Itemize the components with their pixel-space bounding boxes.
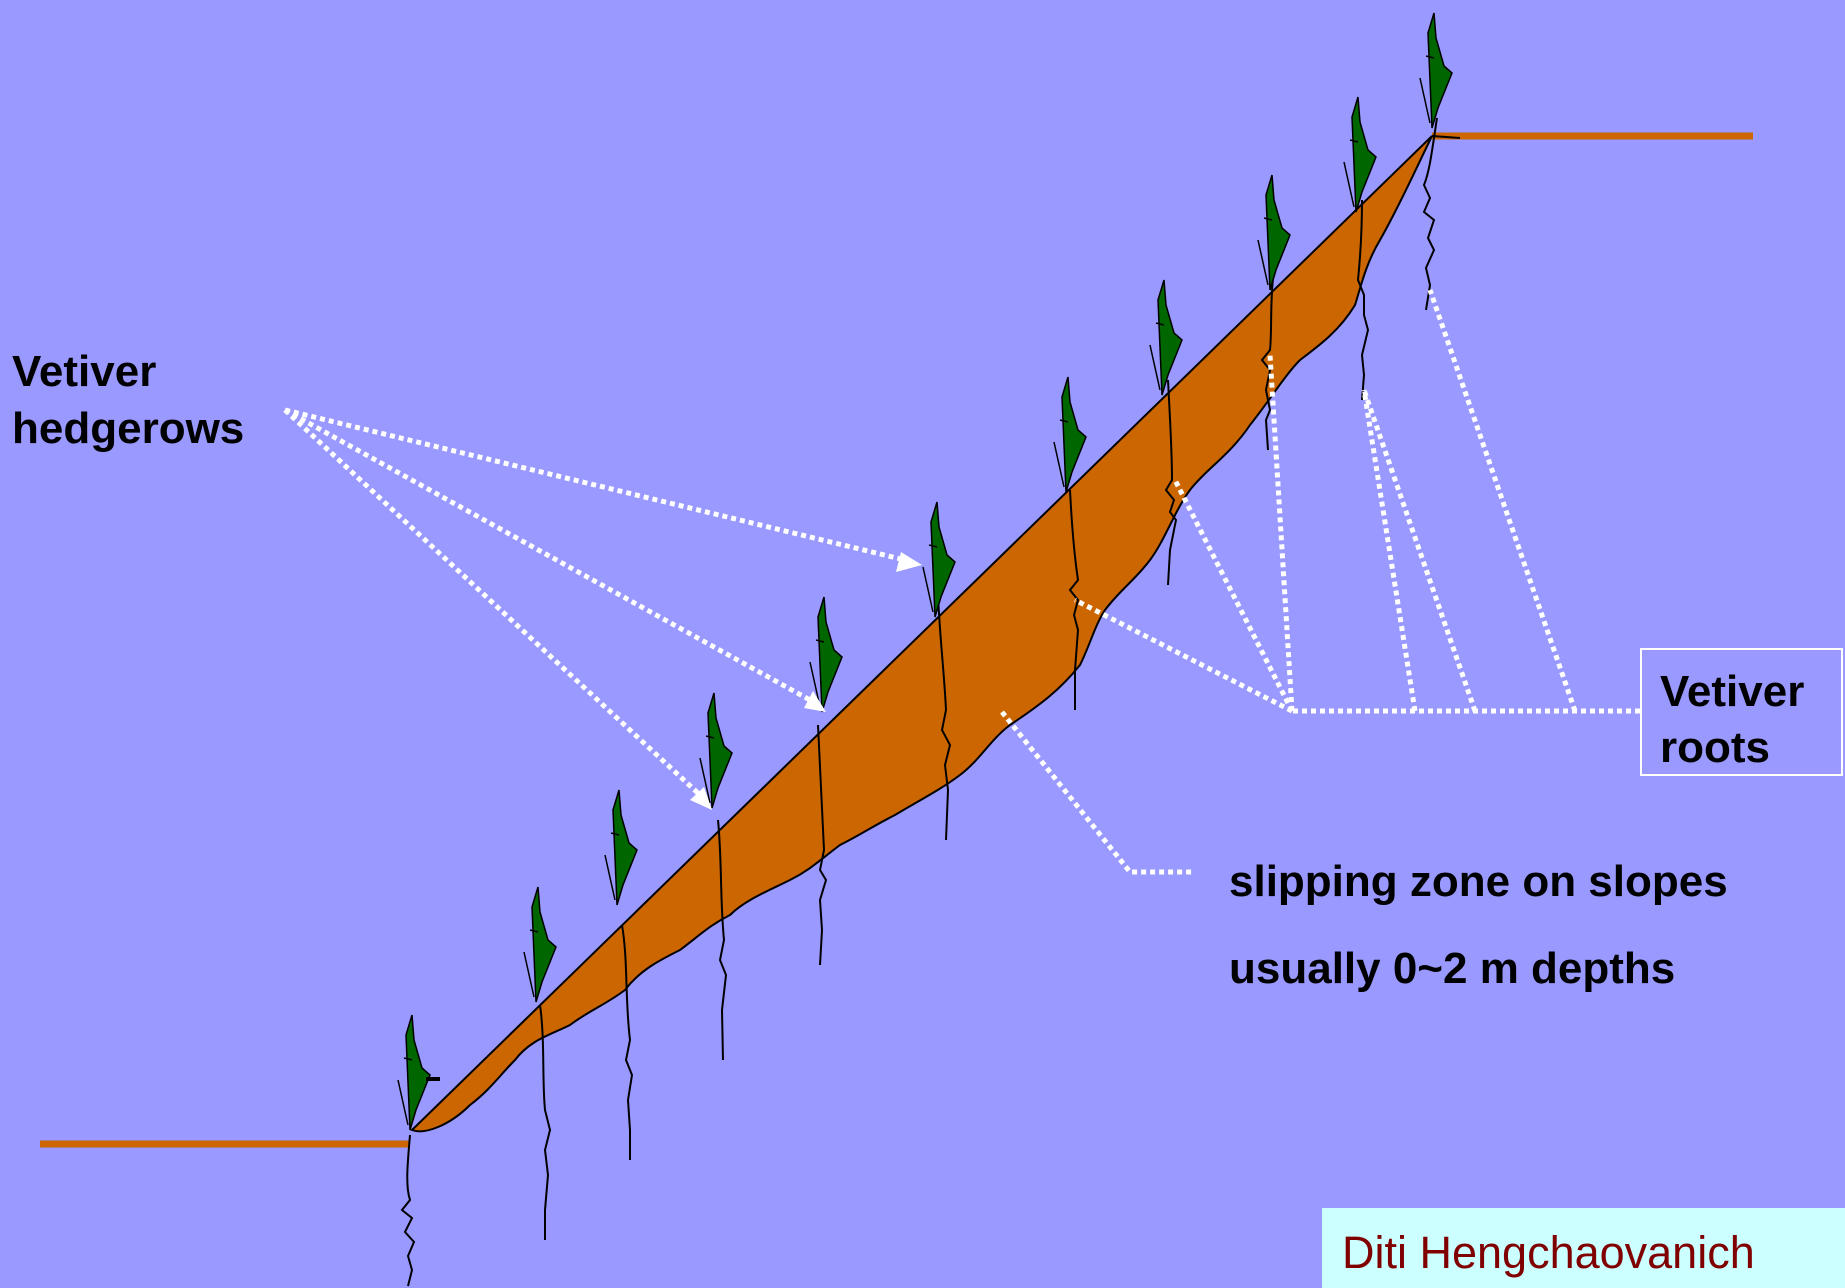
hedgerow-11 <box>1419 12 1453 129</box>
hedgerow-1 <box>397 1014 431 1131</box>
slipping-zone-label: slipping zone on slopes <box>1229 857 1728 906</box>
depth-label: usually 0~2 m depths <box>1229 944 1676 993</box>
hedgerow-2 <box>523 886 557 1003</box>
leader-arrowheads <box>690 552 922 810</box>
vetiver-roots <box>400 117 1461 1287</box>
slipping-soil-zone <box>410 135 1433 1133</box>
hedgerow-6 <box>922 501 956 618</box>
vetiver-hedgerows <box>397 12 1453 1131</box>
roots-label-line-2: roots <box>1660 723 1770 772</box>
slipping-zone-leader <box>1000 710 1195 875</box>
hedgerow-4 <box>699 692 733 809</box>
vetiver-roots-label: Vetiver roots <box>1640 648 1843 776</box>
hedgerow-9 <box>1257 174 1291 291</box>
hedgerow-8 <box>1149 279 1183 396</box>
hedgerow-leaders <box>283 407 906 797</box>
root-leaders <box>1073 289 1640 714</box>
hedgerow-10 <box>1343 96 1377 213</box>
hedgerows-label-line-2: hedgerows <box>12 404 245 453</box>
roots-label-line-1: Vetiver <box>1660 667 1805 716</box>
hedgerow-3 <box>604 789 638 906</box>
vetiver-hedgerows-label: Vetiver hedgerows <box>12 343 244 457</box>
hedgerow-5 <box>809 596 843 713</box>
author-credit: Diti Hengchaovanich <box>1322 1208 1845 1288</box>
hedgerows-label-line-1: Vetiver <box>12 347 157 396</box>
hedgerow-7 <box>1053 376 1087 493</box>
